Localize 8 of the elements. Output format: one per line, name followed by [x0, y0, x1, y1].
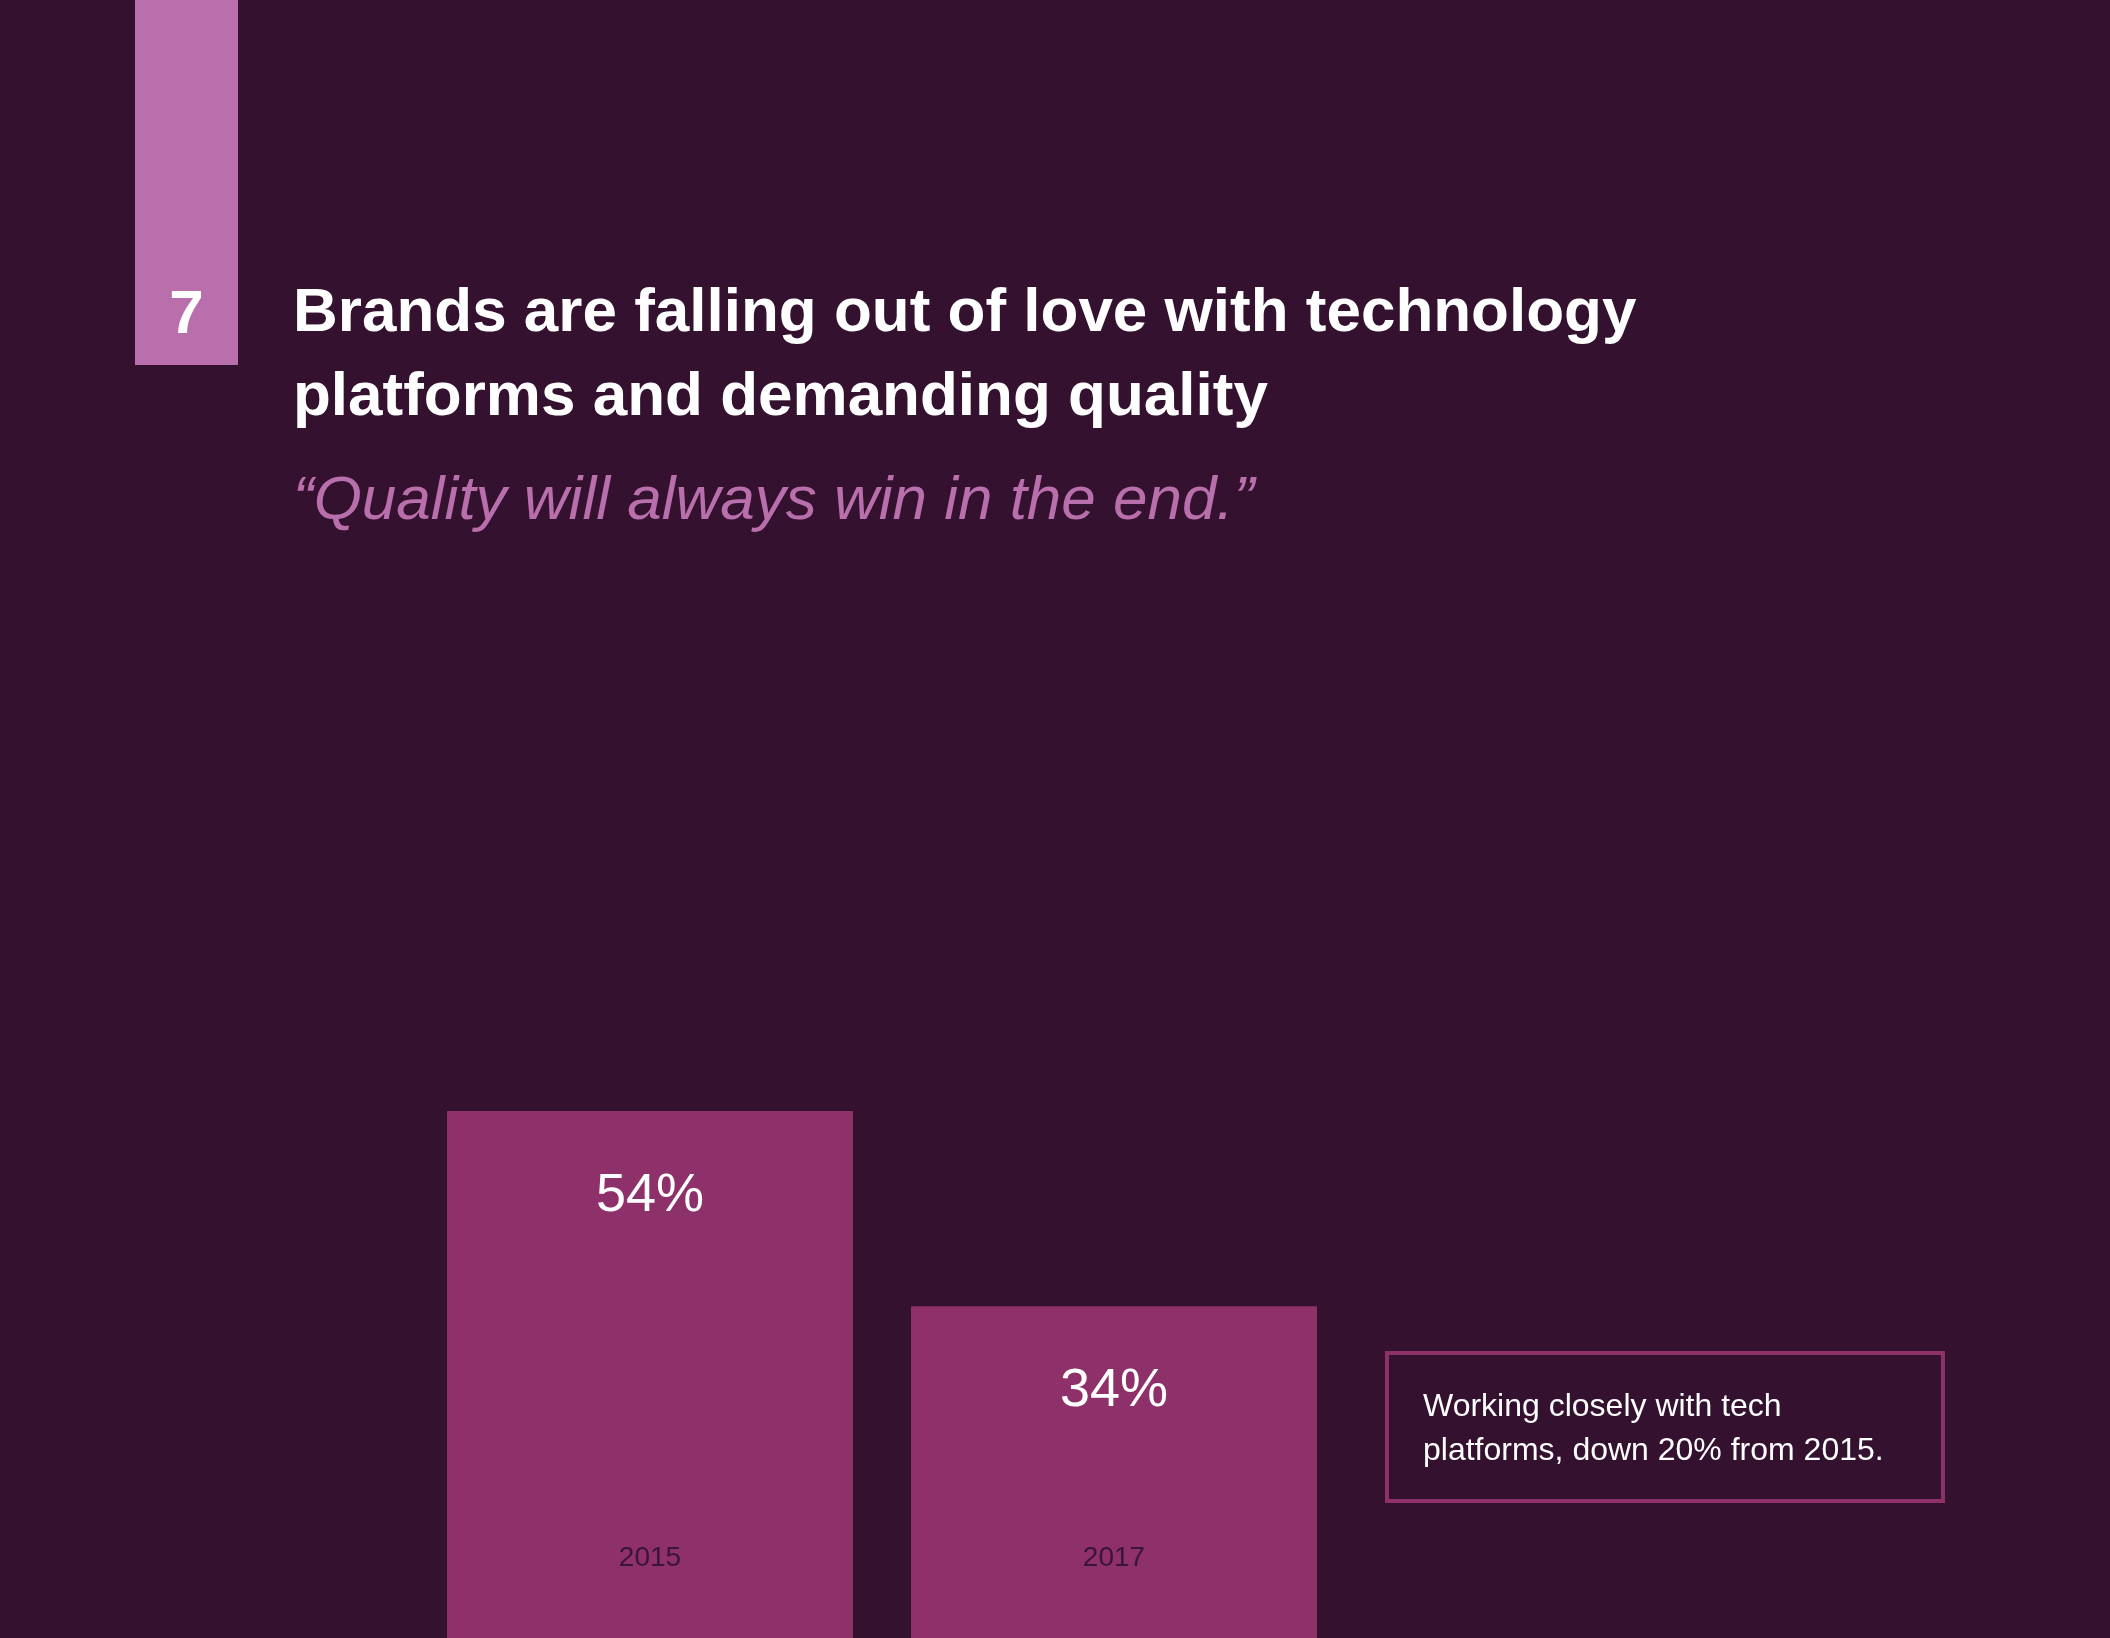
x-tick-label: 2017: [1082, 1541, 1146, 1572]
text: Working closely with tech platforms, down 20% from 2015.: [1385, 1351, 1945, 1503]
text: 7: [168, 276, 205, 347]
chart-subtitle: “Quality will always win in the end.”: [293, 462, 1255, 533]
x-tick-label: 2015: [618, 1541, 682, 1572]
data-label: 54%: [595, 1162, 705, 1222]
chart-title: Brands are falling out of love with technology platforms and demanding quality: [293, 274, 1638, 430]
data-label: 34%: [1059, 1357, 1169, 1418]
